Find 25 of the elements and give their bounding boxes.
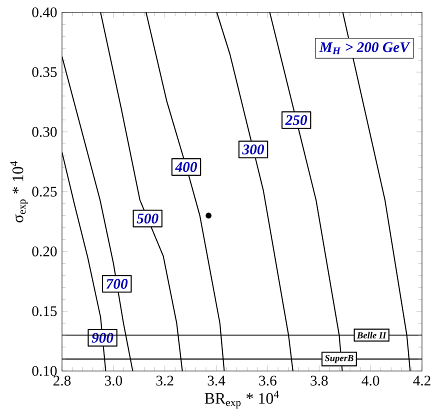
y-tick-label: 0.15 (32, 306, 57, 316)
y-tick-label: 0.10 (32, 366, 57, 376)
x-tick-label: 3.6 (259, 376, 276, 386)
y-tick-label: 0.40 (32, 7, 57, 18)
x-tick-label: 3.8 (310, 376, 328, 386)
y-tick-label: 0.30 (32, 126, 57, 137)
series-label: 250 (285, 115, 308, 126)
x-tick-label: 2.8 (53, 376, 71, 386)
series-label: 400 (175, 162, 197, 172)
y-tick-label: 0.20 (32, 246, 57, 256)
series-label: 500 (136, 214, 158, 224)
ref-line-label: Belle II (356, 332, 386, 338)
x-axis-title: BR$_{exp}$ * 10$^{4}$ (204, 390, 279, 408)
y-axis-title: σ$_{exp}$ * 10$^{4}$ (10, 161, 28, 222)
series-label: 300 (242, 144, 264, 154)
x-tick-label: 3.0 (104, 376, 122, 386)
x-tick-label: 4.0 (362, 376, 380, 386)
ref-line-label: SuperB (324, 354, 354, 364)
x-tick-label: 3.2 (156, 376, 174, 386)
y-tick-label: 0.35 (32, 67, 57, 78)
y-tick-label: 0.25 (32, 186, 57, 197)
series-label: 700 (106, 278, 128, 289)
x-tick-label: 3.4 (208, 376, 226, 386)
annotation: M$_{H}$ > 200 GeV (319, 42, 410, 54)
x-tick-label: 4.2 (413, 376, 430, 386)
